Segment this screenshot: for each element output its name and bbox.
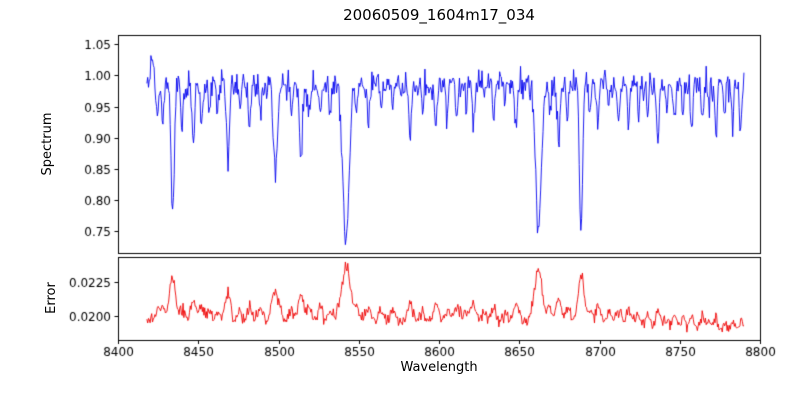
error-y-axis-label: Error [44,282,59,314]
spectrum-y-axis-label: Spectrum [40,112,55,176]
x-axis-label: Wavelength [400,360,478,375]
chart-title: 20060509_1604m17_034 [343,6,535,24]
